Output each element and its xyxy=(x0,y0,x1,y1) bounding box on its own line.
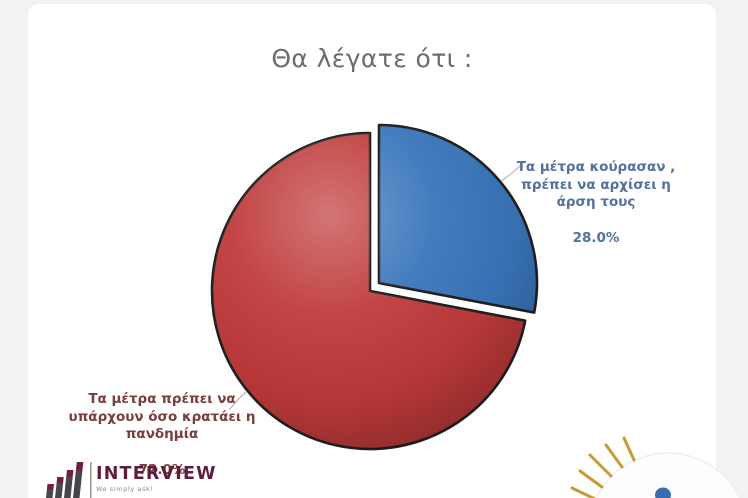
slice-label-ease-measures: Τα μέτρα κούρασαν , πρέπει να αρχίσει η … xyxy=(500,141,692,266)
sun-logo xyxy=(570,436,741,498)
bar-chart-icon xyxy=(46,462,92,498)
chart-title: Θα λέγατε ότι : xyxy=(271,44,473,73)
slice-percent: 72.0% xyxy=(138,462,186,479)
interview-logo-tagline: We simply ask! xyxy=(96,485,154,494)
slice-percent: 28.0% xyxy=(572,230,620,247)
logo-divider xyxy=(90,462,92,498)
interview-logo-name: INTERVIEW xyxy=(96,464,217,484)
interview-logo: INTERVIEW We simply ask! xyxy=(46,460,217,498)
slice-label-text: Τα μέτρα πρέπει να υπάρχουν όσο κρατάει … xyxy=(68,390,256,443)
leader-line-28 xyxy=(500,160,526,182)
leader-line-72 xyxy=(228,391,247,411)
sun-logo-dot xyxy=(655,487,671,498)
sun-logo-circle xyxy=(595,452,741,498)
sun-rays-icon xyxy=(570,436,636,498)
slice-label-keep-measures: Τα μέτρα πρέπει να υπάρχουν όσο κρατάει … xyxy=(60,373,264,498)
pie-slice-ease-measures-shade xyxy=(379,125,537,313)
pie-slice-keep-measures-shade xyxy=(211,133,526,450)
slice-label-text: Τα μέτρα κούρασαν , πρέπει να αρχίσει η … xyxy=(516,158,676,211)
